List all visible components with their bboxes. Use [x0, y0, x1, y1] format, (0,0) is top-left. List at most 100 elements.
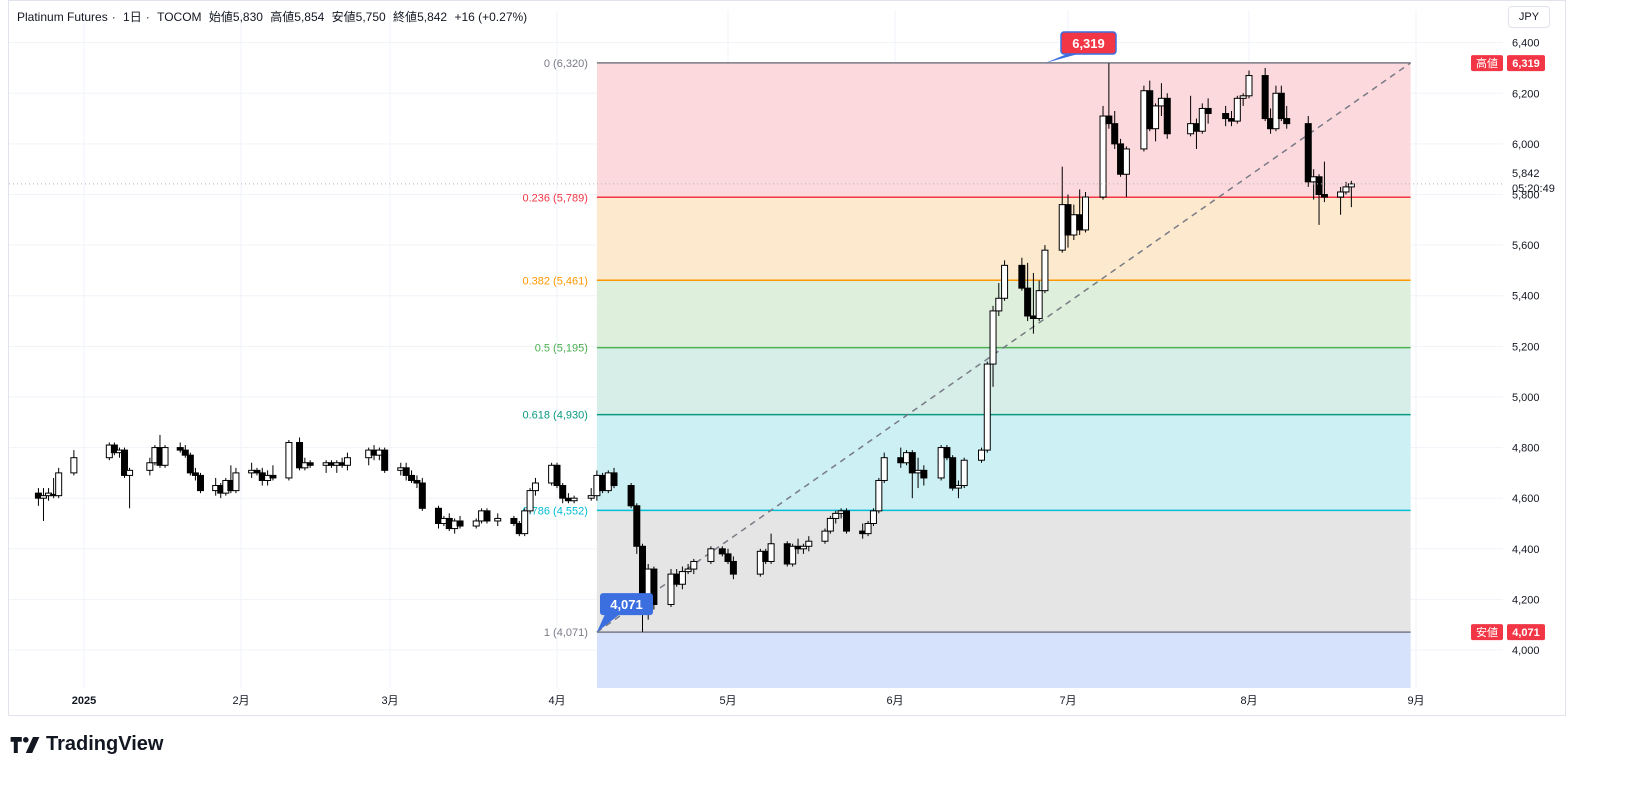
axis-badge-value: 4,071	[1512, 627, 1540, 639]
fib-zone	[596, 347, 1411, 415]
candle-body	[995, 297, 1003, 312]
candle-body	[954, 485, 962, 489]
axis-badge-tag: 安値	[1476, 625, 1498, 639]
price-tick-label: 5,800	[1512, 190, 1540, 202]
candle	[176, 442, 184, 453]
candle	[667, 569, 675, 608]
candle-body	[908, 452, 916, 474]
candle-body	[903, 452, 911, 464]
candle-body	[604, 472, 612, 492]
candle	[434, 505, 442, 529]
time-axis: 2025 2月 3月 4月 5月 6月 7月 8月 9月	[72, 695, 1425, 707]
price-tick-label: 4,600	[1512, 493, 1540, 505]
candle	[1140, 85, 1148, 152]
legend-change: +16 (+0.27%)	[454, 10, 528, 24]
candle-body	[593, 474, 601, 497]
candle-body	[599, 474, 607, 492]
candle-body	[285, 442, 293, 479]
candle-body	[1192, 123, 1200, 132]
candle	[832, 510, 840, 524]
candle-body	[1041, 249, 1049, 292]
candle	[1099, 105, 1107, 200]
candle	[343, 452, 351, 471]
candle-body	[1347, 183, 1355, 188]
candle	[1261, 67, 1269, 122]
candle-body	[39, 495, 47, 499]
fib-zone	[596, 414, 1411, 511]
candle	[232, 467, 240, 494]
candle-body	[767, 543, 775, 562]
price-tick-label: 5,600	[1512, 240, 1540, 252]
tradingview-brand[interactable]: TradingView	[10, 733, 163, 756]
candle	[121, 447, 129, 478]
candle	[995, 283, 1003, 316]
brand-name: TradingView	[46, 733, 164, 755]
candle	[1122, 146, 1130, 198]
currency-button[interactable]: JPY	[1508, 6, 1550, 28]
candle	[729, 556, 737, 580]
candle	[1111, 110, 1119, 149]
candle-body	[1146, 90, 1154, 130]
candle-body	[1001, 264, 1009, 299]
candle-body	[832, 512, 840, 519]
candle-body	[707, 548, 715, 562]
candle	[322, 460, 330, 473]
legend-high: 高値5,854	[270, 10, 324, 24]
candle-body	[1082, 196, 1090, 231]
candle-body	[253, 469, 261, 474]
candle-body	[434, 507, 442, 525]
candle-body	[756, 550, 764, 575]
candle	[472, 518, 480, 529]
candle-body	[402, 467, 410, 476]
candle	[937, 445, 945, 481]
candle-body	[1204, 107, 1212, 115]
time-tick-label: 6月	[886, 695, 903, 707]
candle	[684, 563, 692, 575]
candle	[949, 455, 957, 491]
candles	[34, 63, 1355, 633]
candle-body	[121, 449, 129, 476]
candle-body	[869, 510, 877, 525]
candle	[1222, 105, 1230, 127]
candle-body	[1283, 118, 1291, 125]
candle	[718, 546, 726, 557]
candle-body	[1233, 97, 1241, 122]
time-tick-label: 2月	[232, 695, 249, 707]
candle	[1163, 93, 1171, 139]
candle-body	[553, 464, 561, 487]
candle	[707, 546, 715, 564]
candle	[55, 467, 63, 499]
candle-body	[1261, 75, 1269, 120]
low-price-callout: 4,071	[596, 593, 653, 633]
candle	[826, 515, 834, 534]
candle-body	[161, 447, 169, 466]
candle	[196, 472, 204, 494]
candle	[1082, 191, 1090, 233]
candle-body	[146, 462, 154, 471]
candle-body	[126, 469, 134, 476]
candle-body	[684, 568, 692, 573]
candle	[483, 508, 491, 524]
candle	[1239, 93, 1247, 106]
candle	[960, 457, 968, 489]
time-tick-label: 3月	[381, 695, 398, 707]
candle-body	[937, 447, 945, 479]
candle	[920, 465, 928, 486]
candle-body	[196, 474, 204, 492]
legend-high-value: 5,854	[294, 10, 325, 24]
candle	[553, 462, 561, 489]
candle-body	[483, 510, 491, 522]
legend-open-label: 始値	[208, 10, 233, 24]
trend-line-dashed	[596, 62, 1412, 633]
candle	[510, 515, 518, 527]
candle	[599, 472, 607, 494]
axis-price-badge: 高値 6,319	[1471, 55, 1545, 72]
high-callout-pointer	[1044, 54, 1078, 64]
candle	[610, 467, 618, 489]
candle	[1035, 280, 1043, 322]
high-price-callout: 6,319	[1044, 31, 1117, 64]
candle-body	[1342, 186, 1350, 193]
price-tick-label: 4,400	[1512, 544, 1540, 556]
legend-close-label: 終値	[393, 10, 418, 24]
